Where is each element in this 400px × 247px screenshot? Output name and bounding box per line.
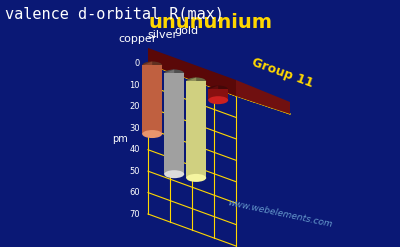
Polygon shape	[186, 82, 206, 178]
Polygon shape	[164, 69, 174, 174]
Polygon shape	[148, 48, 236, 96]
Ellipse shape	[186, 78, 206, 85]
Text: pm: pm	[112, 134, 128, 144]
Text: unununium: unununium	[148, 13, 272, 32]
Text: Group 11: Group 11	[250, 56, 316, 90]
Ellipse shape	[164, 69, 184, 78]
Text: silver: silver	[147, 30, 177, 40]
Text: 30: 30	[129, 124, 140, 133]
Text: 50: 50	[130, 167, 140, 176]
Ellipse shape	[186, 174, 206, 182]
Text: 70: 70	[129, 209, 140, 219]
Text: www.webelements.com: www.webelements.com	[227, 198, 333, 229]
Text: gold: gold	[174, 26, 198, 36]
Text: 0: 0	[135, 60, 140, 68]
Text: valence d-orbital R(max): valence d-orbital R(max)	[5, 7, 224, 22]
Text: 60: 60	[129, 188, 140, 197]
Polygon shape	[148, 64, 290, 114]
Polygon shape	[164, 73, 184, 174]
Ellipse shape	[142, 62, 162, 69]
Polygon shape	[186, 78, 196, 178]
Text: 10: 10	[130, 81, 140, 90]
Polygon shape	[208, 89, 228, 100]
Ellipse shape	[208, 96, 228, 104]
Polygon shape	[142, 62, 152, 134]
Ellipse shape	[164, 170, 184, 178]
Text: copper: copper	[119, 34, 157, 44]
Polygon shape	[142, 65, 162, 134]
Text: 20: 20	[130, 102, 140, 111]
Ellipse shape	[142, 130, 162, 138]
Polygon shape	[208, 85, 218, 100]
Text: 40: 40	[130, 145, 140, 154]
Ellipse shape	[208, 85, 228, 93]
Polygon shape	[236, 80, 290, 114]
